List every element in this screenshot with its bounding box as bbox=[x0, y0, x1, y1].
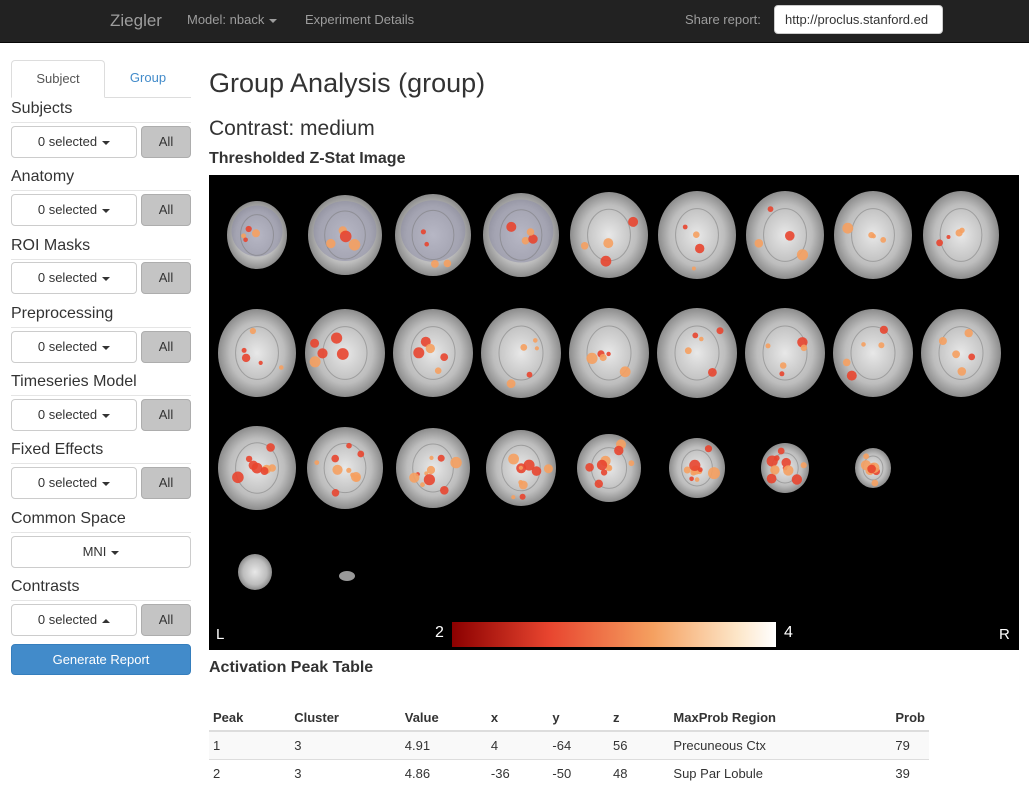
subjects-all-button[interactable]: All bbox=[141, 126, 191, 158]
caret-down-icon bbox=[102, 414, 110, 418]
table-cell: 3 bbox=[290, 760, 401, 787]
divider bbox=[11, 395, 191, 396]
dropdown-label: 0 selected bbox=[38, 407, 97, 422]
table-cell: 39 bbox=[891, 760, 929, 787]
zstat-image: L R 2 4 bbox=[209, 175, 1019, 650]
right-hemisphere-label: R bbox=[999, 626, 1010, 643]
table-cell: 4.91 bbox=[401, 731, 487, 760]
tab-subject[interactable]: Subject bbox=[11, 60, 105, 98]
preprocessing-all-button[interactable]: All bbox=[141, 331, 191, 363]
model-dropdown[interactable]: Model: nback bbox=[187, 12, 277, 27]
column-header: Cluster bbox=[290, 704, 401, 731]
model-dropdown-label: Model: nback bbox=[187, 12, 264, 27]
peak-table-heading: Activation Peak Table bbox=[209, 659, 373, 677]
caret-down-icon bbox=[102, 277, 110, 281]
table-cell: 79 bbox=[891, 731, 929, 760]
column-header: x bbox=[487, 704, 549, 731]
caret-down-icon bbox=[102, 482, 110, 486]
anatomy-dropdown[interactable]: 0 selected bbox=[11, 194, 137, 226]
table-cell: 3 bbox=[290, 731, 401, 760]
timeseries-model-all-button[interactable]: All bbox=[141, 399, 191, 431]
fixed-effects-all-button[interactable]: All bbox=[141, 467, 191, 499]
peak-table: Peak Cluster Value x y z MaxProb Region … bbox=[209, 704, 929, 787]
sidebar-tabs: Subject Group bbox=[11, 60, 191, 98]
caret-down-icon bbox=[269, 19, 277, 23]
experiment-details-link[interactable]: Experiment Details bbox=[305, 12, 414, 27]
section-title-preprocessing: Preprocessing bbox=[11, 305, 113, 323]
dropdown-label: MNI bbox=[83, 544, 107, 559]
section-title-contrasts: Contrasts bbox=[11, 578, 79, 596]
zstat-heading: Thresholded Z-Stat Image bbox=[209, 150, 405, 168]
caret-down-icon bbox=[111, 551, 119, 555]
colorbar bbox=[452, 622, 778, 648]
fixed-effects-dropdown[interactable]: 0 selected bbox=[11, 467, 137, 499]
colorbar-min-label: 2 bbox=[435, 624, 444, 642]
table-cell: 2 bbox=[209, 760, 290, 787]
column-header: Value bbox=[401, 704, 487, 731]
timeseries-model-dropdown[interactable]: 0 selected bbox=[11, 399, 137, 431]
dropdown-label: 0 selected bbox=[38, 134, 97, 149]
column-header: Peak bbox=[209, 704, 290, 731]
column-header: MaxProb Region bbox=[669, 704, 891, 731]
divider bbox=[11, 327, 191, 328]
divider bbox=[11, 259, 191, 260]
contrasts-all-button[interactable]: All bbox=[141, 604, 191, 636]
column-header: z bbox=[609, 704, 669, 731]
preprocessing-dropdown[interactable]: 0 selected bbox=[11, 331, 137, 363]
share-label: Share report: bbox=[685, 12, 761, 27]
section-title-anatomy: Anatomy bbox=[11, 168, 74, 186]
subjects-dropdown[interactable]: 0 selected bbox=[11, 126, 137, 158]
dropdown-label: 0 selected bbox=[38, 339, 97, 354]
section-title-common-space: Common Space bbox=[11, 510, 126, 528]
column-header: Prob bbox=[891, 704, 929, 731]
dropdown-label: 0 selected bbox=[38, 202, 97, 217]
table-cell: 48 bbox=[609, 760, 669, 787]
section-title-timeseries-model: Timeseries Model bbox=[11, 373, 137, 391]
roi-masks-dropdown[interactable]: 0 selected bbox=[11, 262, 137, 294]
table-cell: -36 bbox=[487, 760, 549, 787]
generate-report-button[interactable]: Generate Report bbox=[11, 644, 191, 675]
divider bbox=[11, 463, 191, 464]
divider bbox=[11, 532, 191, 533]
table-cell: -50 bbox=[548, 760, 609, 787]
dropdown-label: 0 selected bbox=[38, 270, 97, 285]
dropdown-label: 0 selected bbox=[38, 612, 97, 627]
section-title-fixed-effects: Fixed Effects bbox=[11, 441, 103, 459]
left-hemisphere-label: L bbox=[216, 626, 224, 643]
contrast-title: Contrast: medium bbox=[209, 117, 375, 141]
anatomy-all-button[interactable]: All bbox=[141, 194, 191, 226]
roi-masks-all-button[interactable]: All bbox=[141, 262, 191, 294]
divider bbox=[11, 600, 191, 601]
table-row: 2 3 4.86 -36 -50 48 Sup Par Lobule 39 bbox=[209, 760, 929, 787]
table-row: 1 3 4.91 4 -64 56 Precuneous Ctx 79 bbox=[209, 731, 929, 760]
table-cell: Precuneous Ctx bbox=[669, 731, 891, 760]
common-space-dropdown[interactable]: MNI bbox=[11, 536, 191, 568]
colorbar-max-label: 4 bbox=[784, 624, 793, 642]
table-cell: Sup Par Lobule bbox=[669, 760, 891, 787]
contrasts-dropdown[interactable]: 0 selected bbox=[11, 604, 137, 636]
table-cell: -64 bbox=[548, 731, 609, 760]
sidebar: Subject Group Subjects 0 selected All An… bbox=[11, 60, 191, 98]
table-cell: 56 bbox=[609, 731, 669, 760]
section-title-roi-masks: ROI Masks bbox=[11, 237, 90, 255]
table-cell: 1 bbox=[209, 731, 290, 760]
divider bbox=[11, 190, 191, 191]
navbar: Ziegler Model: nback Experiment Details … bbox=[0, 0, 1029, 43]
caret-down-icon bbox=[102, 209, 110, 213]
table-cell: 4 bbox=[487, 731, 549, 760]
table-cell: 4.86 bbox=[401, 760, 487, 787]
brand[interactable]: Ziegler bbox=[110, 11, 162, 31]
dropdown-label: 0 selected bbox=[38, 475, 97, 490]
caret-down-icon bbox=[102, 346, 110, 350]
caret-down-icon bbox=[102, 141, 110, 145]
caret-up-icon bbox=[102, 619, 110, 623]
brain-slices-image bbox=[209, 175, 1019, 650]
divider bbox=[11, 122, 191, 123]
page-title: Group Analysis (group) bbox=[209, 68, 485, 99]
column-header: y bbox=[548, 704, 609, 731]
table-header-row: Peak Cluster Value x y z MaxProb Region … bbox=[209, 704, 929, 731]
tab-group[interactable]: Group bbox=[105, 60, 191, 97]
share-url-input[interactable]: http://proclus.stanford.ed bbox=[774, 5, 943, 34]
section-title-subjects: Subjects bbox=[11, 100, 72, 118]
